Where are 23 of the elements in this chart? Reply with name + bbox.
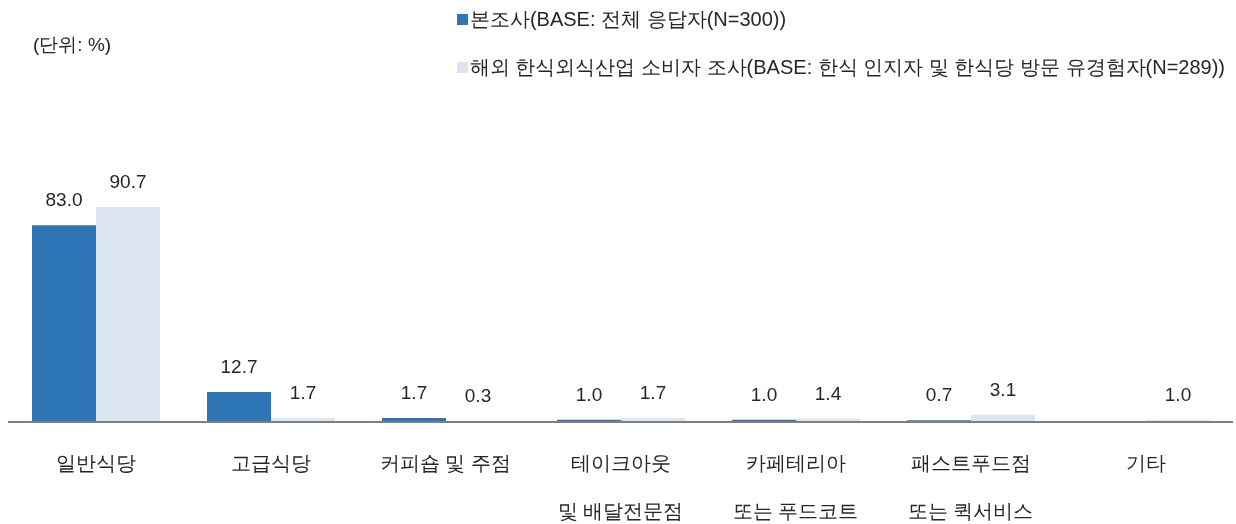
text: (단위: %) [33, 33, 112, 57]
category-label: 테이크아웃 및 배달전문점 [557, 452, 684, 522]
category-label: 패스트푸드점 또는 퀵서비스 [907, 452, 1034, 522]
x-tick-label: 기타 [1125, 452, 1166, 474]
x-tick-label: 고급식당 [230, 452, 311, 474]
data-label: 0.3 [464, 385, 492, 407]
data-label: 3.1 [989, 378, 1017, 400]
data-label: 1.0 [1164, 383, 1192, 405]
x-tick-label: 일반식당 [55, 452, 136, 474]
legend-label: 해외 한식외식산업 소비자 조사(BASE: 한식 인지자 및 한식당 방문 유경험자(N=289)) [469, 54, 1225, 80]
data-label: 1.7 [639, 381, 667, 403]
legend-label: 본조사(BASE: 전체 응답자(N=300)) [469, 6, 787, 32]
data-label: 0.7 [925, 384, 953, 406]
data-label: 12.7 [220, 355, 258, 377]
data-label: 83.0 [45, 189, 83, 211]
category-label: 카페테리아 또는 푸드코트 [732, 452, 859, 522]
data-label: 1.7 [400, 381, 428, 403]
data-label: 1.0 [575, 383, 603, 405]
data-label: 90.7 [109, 171, 147, 192]
data-label: 1.0 [750, 383, 778, 405]
data-label: 1.4 [814, 382, 842, 404]
data-label: 1.7 [289, 381, 317, 403]
x-tick-label: 커피숍 및 주점 [379, 452, 512, 474]
